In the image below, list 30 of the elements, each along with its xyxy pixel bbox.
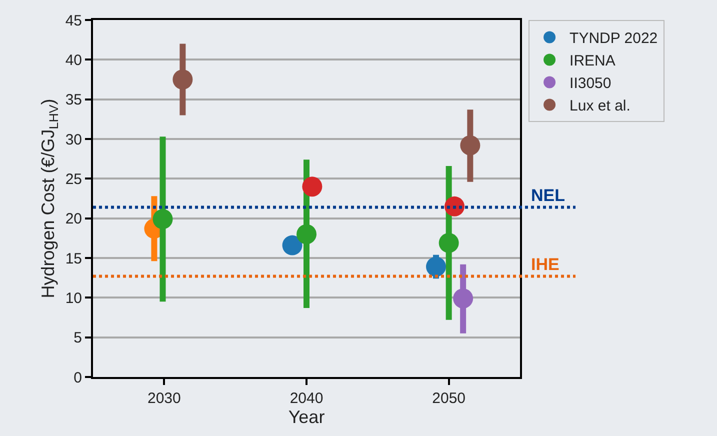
- point: [152, 209, 173, 230]
- y-tick-label: 25: [65, 170, 82, 188]
- y-tick-label: 45: [65, 12, 82, 30]
- point: [282, 235, 302, 256]
- y-tick-label: 5: [74, 330, 82, 347]
- y-tick-label: 30: [65, 131, 82, 148]
- point: [438, 232, 459, 253]
- legend-label: TYNDP 2022: [570, 30, 658, 48]
- point: [172, 70, 193, 90]
- y-tick-label: 0: [74, 369, 82, 386]
- point: [444, 196, 465, 216]
- x-tick-label: 2040: [290, 390, 324, 407]
- y-tick-label: 15: [65, 250, 82, 268]
- point: [426, 256, 446, 277]
- point: [460, 135, 480, 156]
- y-tick-label: 40: [65, 52, 82, 69]
- x-axis-title: Year: [288, 407, 325, 427]
- legend-label: Lux et al.: [570, 98, 630, 115]
- ref-line-label: NEL: [531, 186, 565, 205]
- legend-label: II3050: [570, 75, 612, 92]
- y-tick-label: 10: [65, 290, 82, 307]
- legend-label: IRENA: [570, 52, 616, 70]
- point: [296, 224, 316, 244]
- x-tick-label: 2030: [147, 390, 181, 407]
- x-tick-label: 2050: [432, 390, 466, 407]
- point: [453, 288, 474, 308]
- y-tick-label: 35: [65, 92, 82, 109]
- ref-line-label: IHE: [531, 255, 560, 274]
- y-tick-label: 20: [65, 210, 82, 228]
- point: [302, 176, 322, 197]
